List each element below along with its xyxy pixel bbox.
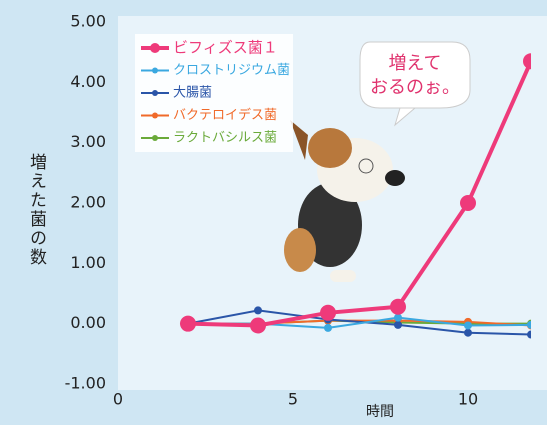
page: 増えて おるのぉ。 増えた菌の数 時間 ビフィズス菌１ クロストリジウム菌大腸菌バ…	[0, 0, 547, 425]
x-axis-label: 時間	[366, 404, 394, 420]
y-axis-label: 増えた菌の数	[26, 153, 47, 267]
x-tick-label: 5	[288, 390, 298, 409]
y-tick-label: 0.00	[70, 313, 106, 332]
chart: 増えて おるのぉ。 増えた菌の数 時間 ビフィズス菌１ クロストリジウム菌大腸菌バ…	[0, 0, 547, 425]
data-point	[390, 299, 406, 315]
legend-label: ラクトバシルス菌	[173, 131, 277, 146]
data-point	[180, 316, 196, 332]
legend-label: クロストリジウム菌	[173, 63, 290, 78]
data-point	[464, 329, 472, 337]
data-point	[320, 305, 336, 321]
y-tick-label: 4.00	[70, 72, 106, 91]
legend-label: 大腸菌	[173, 86, 212, 101]
y-tick-label: 2.00	[70, 193, 106, 212]
x-tick-label: 10	[458, 390, 478, 409]
y-tick-label: -1.00	[65, 374, 106, 393]
legend-label: ビフィズス菌１	[173, 39, 278, 57]
annotation: 増えて	[388, 53, 441, 74]
legend-marker	[152, 135, 158, 141]
y-tick-label: 5.00	[70, 12, 106, 31]
y-tick-label: 3.00	[70, 132, 106, 151]
annotation: おるのぉ。	[370, 77, 460, 98]
data-point	[394, 321, 402, 329]
data-point	[460, 195, 476, 211]
data-point	[324, 324, 332, 332]
legend-marker	[152, 113, 158, 119]
legend-label: バクテロイデス菌	[173, 107, 277, 123]
data-point	[254, 306, 262, 314]
y-tick-label: 1.00	[70, 253, 106, 272]
legend-marker	[152, 68, 158, 74]
x-tick-label: 0	[113, 390, 123, 409]
legend-marker	[152, 90, 158, 96]
legend-marker	[150, 43, 160, 53]
data-point	[464, 321, 472, 329]
data-point	[250, 317, 266, 333]
data-point	[394, 314, 402, 322]
